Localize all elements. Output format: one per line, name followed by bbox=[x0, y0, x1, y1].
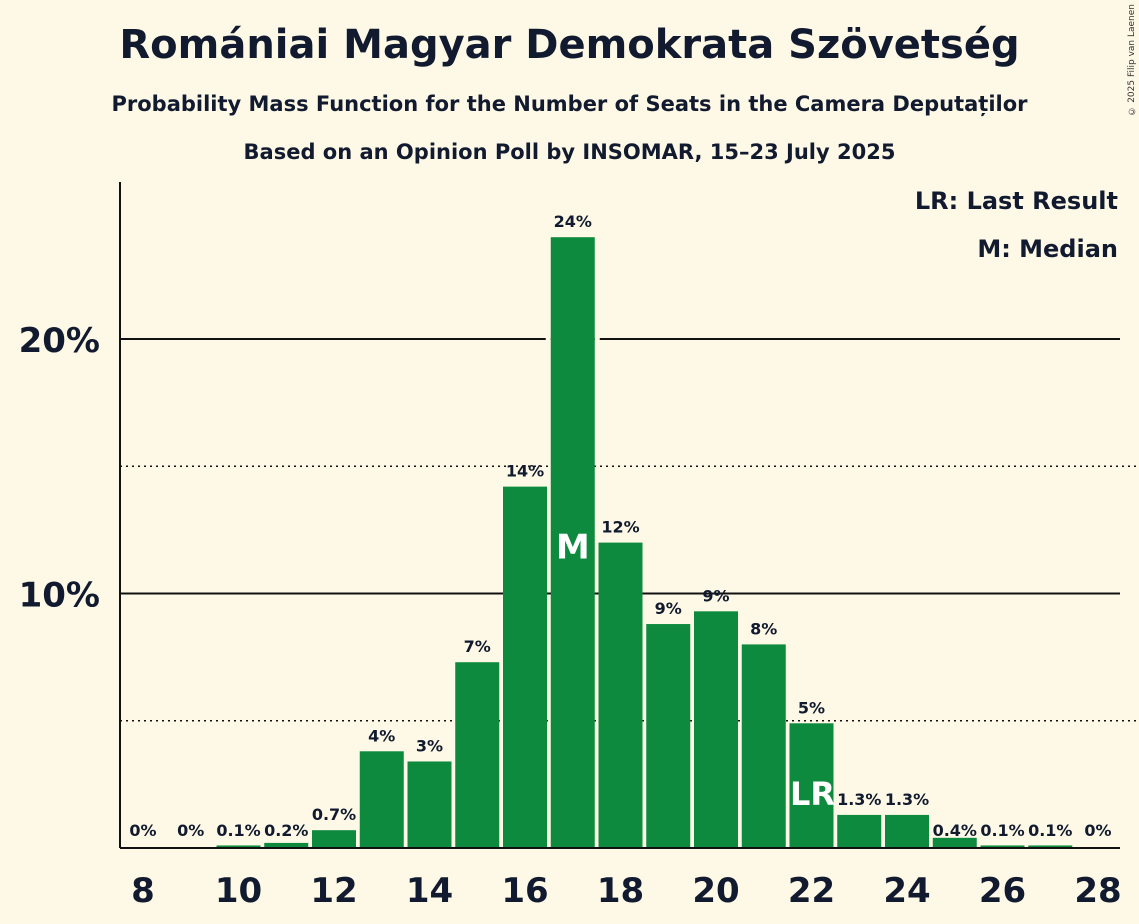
legend-median: M: Median bbox=[977, 235, 1118, 263]
bar-value-label: 3% bbox=[416, 736, 443, 755]
bar bbox=[312, 830, 356, 848]
bar-value-label: 9% bbox=[702, 586, 729, 605]
bars bbox=[216, 237, 1073, 848]
x-tick-label: 16 bbox=[501, 871, 548, 911]
x-tick-label: 26 bbox=[979, 871, 1026, 911]
bar bbox=[646, 624, 691, 848]
chart-title: Romániai Magyar Demokrata Szövetség bbox=[119, 22, 1020, 68]
x-tick-label: 10 bbox=[215, 871, 262, 911]
bar-value-label: 8% bbox=[750, 619, 777, 638]
bar bbox=[980, 845, 1025, 848]
bar-value-label: 1.3% bbox=[837, 790, 881, 809]
bar-value-label: 0% bbox=[1084, 821, 1111, 840]
x-tick-label: 28 bbox=[1074, 871, 1121, 911]
chart-subtitle: Probability Mass Function for the Number… bbox=[111, 92, 1028, 116]
y-tick-label: 10% bbox=[19, 576, 100, 616]
bar bbox=[359, 751, 404, 848]
bar bbox=[694, 611, 738, 848]
last-result-marker: LR bbox=[790, 775, 835, 813]
bar bbox=[407, 761, 452, 848]
bar-value-label: 9% bbox=[655, 599, 682, 618]
x-tick-label: 18 bbox=[597, 871, 644, 911]
bar-value-label: 0.1% bbox=[216, 821, 260, 840]
bar bbox=[741, 644, 786, 848]
bar-value-label: 0.4% bbox=[933, 821, 977, 840]
x-tick-label: 20 bbox=[692, 871, 739, 911]
bar-value-label: 0.1% bbox=[980, 821, 1024, 840]
bar-value-label: 4% bbox=[368, 726, 395, 745]
bar-value-labels: 0% 0% 0.1% 0.2%0.7%4%3%7%14%24%M12%9%9%8%5%… bbox=[129, 212, 1111, 840]
bar-value-label: 0.7% bbox=[312, 805, 356, 824]
bar bbox=[885, 814, 929, 848]
bar bbox=[1028, 845, 1073, 848]
x-tick-label: 24 bbox=[883, 871, 930, 911]
bar-value-label: 14% bbox=[506, 462, 544, 481]
legend-last-result: LR: Last Result bbox=[915, 187, 1118, 215]
x-tick-label: 14 bbox=[406, 871, 453, 911]
bar bbox=[932, 837, 977, 848]
bar bbox=[216, 845, 261, 848]
bar-value-label: 5% bbox=[798, 698, 825, 717]
bar bbox=[550, 237, 595, 848]
bar bbox=[455, 662, 500, 848]
bar-value-label: 7% bbox=[464, 637, 491, 656]
bar bbox=[598, 542, 643, 848]
bar bbox=[789, 723, 834, 848]
gridline-gap bbox=[545, 337, 551, 341]
chart-source: Based on an Opinion Poll by INSOMAR, 15–… bbox=[243, 140, 896, 164]
bar bbox=[264, 842, 309, 848]
bar bbox=[503, 486, 547, 848]
bar-value-label: 0% bbox=[177, 821, 204, 840]
bar-value-label: 0.2% bbox=[264, 821, 308, 840]
x-tick-label: 12 bbox=[310, 871, 357, 911]
x-tick-label: 8 bbox=[131, 871, 155, 911]
axes: 10% 20% 8 10 12 14 16 18 20 22 24 26 28 bbox=[19, 182, 1122, 911]
gridline-gap bbox=[594, 337, 600, 341]
median-marker: M bbox=[556, 528, 590, 568]
bar-value-label: 24% bbox=[554, 212, 592, 231]
bar bbox=[837, 814, 882, 848]
bar-value-label: 0% bbox=[129, 821, 156, 840]
bar-value-label: 0.1% bbox=[1028, 821, 1072, 840]
bar-value-label: 1.3% bbox=[885, 790, 929, 809]
y-tick-label: 20% bbox=[19, 321, 100, 361]
bar-value-label: 12% bbox=[601, 518, 639, 537]
x-tick-label: 22 bbox=[788, 871, 835, 911]
